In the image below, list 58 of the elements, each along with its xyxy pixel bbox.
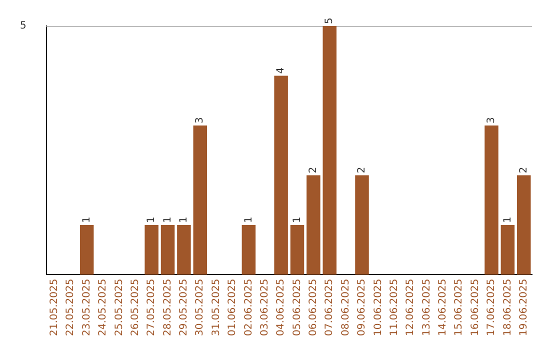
bar (355, 175, 369, 275)
bar (160, 224, 175, 275)
data-label: 3 (194, 117, 206, 124)
x-tick-label: 26.05.2025 (130, 278, 141, 336)
x-tick-label: 27.05.2025 (146, 278, 158, 336)
x-tick-label: 05.06.2025 (292, 278, 303, 336)
x-tick-label: 28.05.2025 (162, 278, 174, 336)
data-label: 2 (308, 166, 320, 174)
x-tick-label: 03.06.2025 (259, 278, 270, 336)
bar (242, 224, 256, 275)
x-tick-label: 08.06.2025 (340, 278, 352, 336)
data-label: 2 (518, 166, 530, 174)
data-label: 5 (324, 18, 336, 24)
x-tick-label: 15.06.2025 (454, 278, 465, 336)
x-tick-label: 14.06.2025 (438, 278, 449, 336)
bar (484, 126, 498, 275)
x-tick-label: 04.06.2025 (276, 278, 287, 336)
bar (80, 224, 94, 275)
bar (500, 224, 515, 275)
x-tick-label: 11.06.2025 (388, 278, 400, 336)
x-tick-label: 19.06.2025 (518, 278, 530, 336)
data-label: 1 (502, 216, 514, 223)
bar (193, 126, 208, 275)
x-tick-label: 18.06.2025 (502, 278, 514, 336)
data-label: 1 (243, 216, 254, 223)
x-tick-label: 06.06.2025 (308, 278, 320, 336)
data-label: 2 (356, 166, 368, 174)
bar (516, 175, 531, 275)
data-label: 4 (276, 67, 287, 74)
x-tick-label: 29.05.2025 (178, 278, 190, 336)
x-tick-label: 22.05.2025 (65, 278, 76, 336)
x-tick-label: 10.06.2025 (372, 278, 384, 336)
x-tick-label: 02.06.2025 (243, 278, 254, 336)
data-label: 1 (292, 216, 303, 223)
x-tick-label: 31.05.2025 (210, 278, 222, 336)
bar (177, 224, 191, 275)
x-tick-label: 07.06.2025 (324, 278, 336, 336)
x-tick-label: 12.06.2025 (405, 278, 416, 336)
x-tick-label: 13.06.2025 (421, 278, 432, 336)
x-tick-label: 01.06.2025 (227, 278, 238, 336)
bar (322, 26, 337, 275)
x-tick-label: 16.06.2025 (470, 278, 481, 336)
x-tick-label: 23.05.2025 (81, 278, 92, 336)
x-tick-label: 09.06.2025 (356, 278, 368, 336)
x-tick-label: 24.05.2025 (98, 278, 109, 336)
x-tick-label: 21.05.2025 (49, 278, 60, 336)
x-tick-label: 17.06.2025 (486, 278, 498, 336)
data-label: 1 (178, 216, 190, 223)
x-tick-label: 25.05.2025 (114, 278, 125, 336)
data-label: 1 (162, 216, 174, 223)
bar (306, 175, 320, 275)
x-tick-label: 30.05.2025 (194, 278, 206, 336)
data-label: 1 (146, 216, 158, 223)
bar (274, 76, 288, 275)
data-label: 3 (486, 117, 498, 124)
bar (290, 224, 304, 275)
bar (144, 224, 158, 275)
data-label: 1 (81, 216, 92, 223)
